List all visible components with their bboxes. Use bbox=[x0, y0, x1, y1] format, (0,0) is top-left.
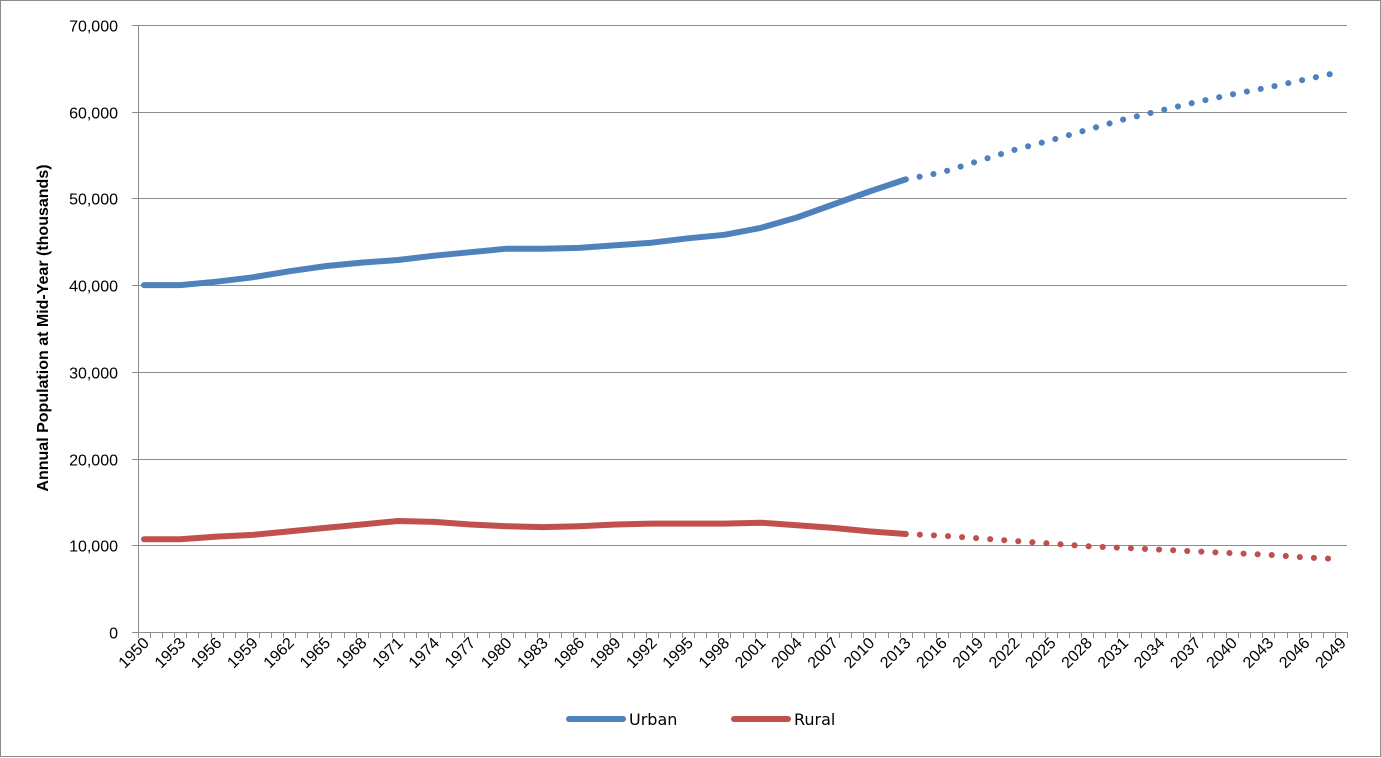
y-tick-label: 70,000 bbox=[69, 19, 118, 36]
x-tick-label: 2046 bbox=[1276, 635, 1313, 672]
rural-legend-label: Rural bbox=[794, 710, 835, 729]
legend: Urban Rural bbox=[566, 710, 835, 729]
x-tick-label: 2034 bbox=[1131, 635, 1168, 672]
urban-legend-label: Urban bbox=[629, 710, 677, 729]
rural-series-line bbox=[141, 518, 909, 543]
x-tick-label: 2049 bbox=[1313, 635, 1350, 672]
x-tick-label: 1962 bbox=[261, 635, 298, 672]
x-tick-label: 2016 bbox=[914, 635, 951, 672]
x-tick-label: 1977 bbox=[442, 635, 479, 672]
x-tick-label: 2040 bbox=[1204, 635, 1241, 672]
y-tick-label: 10,000 bbox=[69, 539, 118, 556]
axes: 0 10,000 20,000 30,000 40,000 50,000 60,000 70,… bbox=[69, 19, 1350, 672]
x-tick-label: 1986 bbox=[551, 635, 588, 672]
x-tick-label: 1953 bbox=[152, 635, 189, 672]
x-tick-label: 2010 bbox=[841, 635, 878, 672]
x-tick-label: 1959 bbox=[224, 635, 261, 672]
series-lines bbox=[141, 68, 1344, 563]
x-tick-label: 1980 bbox=[478, 635, 515, 672]
x-tick-label: 2025 bbox=[1022, 635, 1059, 672]
y-axis-title: Annual Population at Mid-Year (thousands… bbox=[35, 164, 52, 491]
x-tick-label: 2037 bbox=[1167, 635, 1204, 672]
x-tick-label: 1983 bbox=[515, 635, 552, 672]
x-tick-label: 2022 bbox=[986, 635, 1023, 672]
x-tick-label: 1998 bbox=[696, 635, 733, 672]
y-tick-label: 0 bbox=[109, 626, 118, 643]
y-tick-label: 20,000 bbox=[69, 453, 118, 470]
x-tick-label: 1995 bbox=[660, 635, 697, 672]
x-tick-label: 1971 bbox=[370, 635, 407, 672]
x-tick-label: 2043 bbox=[1240, 635, 1277, 672]
y-tick-label: 30,000 bbox=[69, 366, 118, 383]
x-tick-label: 1968 bbox=[333, 635, 370, 672]
rural-projection-line bbox=[902, 531, 1344, 563]
y-tick-label: 50,000 bbox=[69, 192, 118, 209]
x-tick-label: 2019 bbox=[950, 635, 987, 672]
x-tick-label: 2031 bbox=[1095, 635, 1132, 672]
x-tick-label: 2007 bbox=[805, 635, 842, 672]
x-tick-label: 2001 bbox=[732, 635, 769, 672]
x-tick-label: 1989 bbox=[587, 635, 624, 672]
x-tick-label: 1965 bbox=[297, 635, 334, 672]
x-tick-label: 1956 bbox=[188, 635, 225, 672]
x-tick-label: 1992 bbox=[623, 635, 660, 672]
x-tick-label: 2013 bbox=[877, 635, 914, 672]
y-tick-label: 60,000 bbox=[69, 106, 118, 123]
x-tick-label: 1974 bbox=[406, 635, 443, 672]
y-tick-label: 40,000 bbox=[69, 279, 118, 296]
x-tick-label: 1950 bbox=[116, 635, 153, 672]
x-tick-label: 2004 bbox=[768, 635, 805, 672]
urban-projection-line bbox=[902, 68, 1344, 183]
urban-series-line bbox=[141, 176, 909, 289]
x-tick-label: 2028 bbox=[1059, 635, 1096, 672]
gridlines bbox=[138, 25, 1347, 546]
